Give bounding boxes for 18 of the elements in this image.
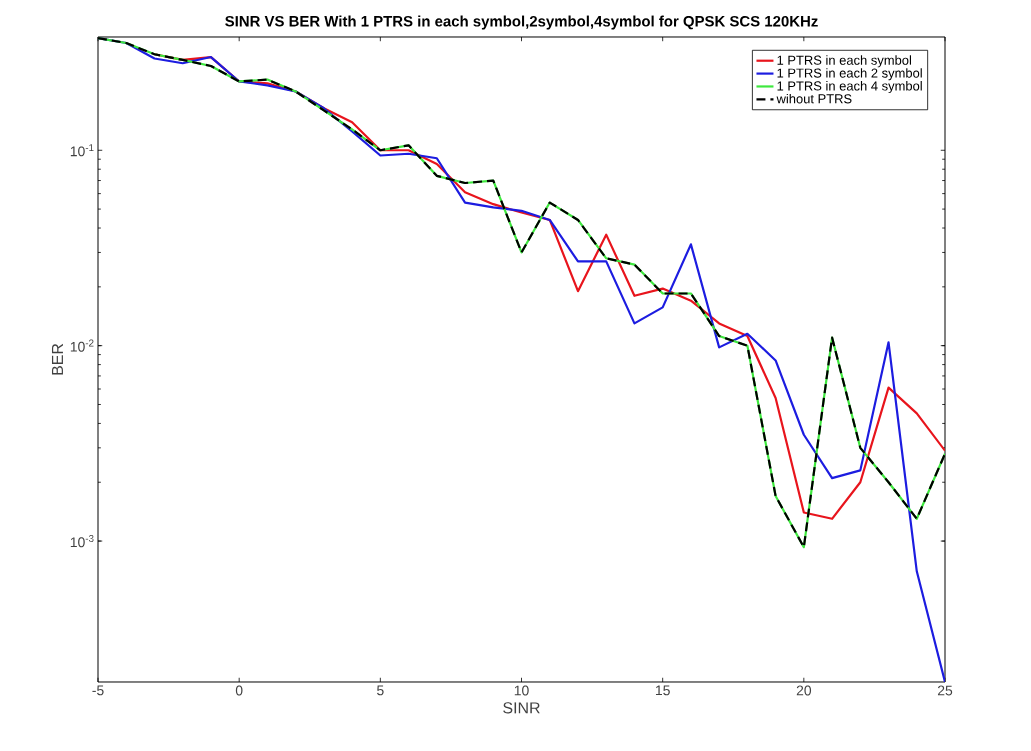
x-tick-label: 10	[514, 685, 529, 696]
chart-title: SINR VS BER With 1 PTRS in each symbol,2symbol,4symbol for QPSK SCS 120KHz	[225, 15, 818, 30]
legend-label: wihout PTRS	[776, 93, 852, 104]
y-tick-label: 10$^{-3}$	[70, 534, 94, 548]
x-tick-label: 0	[235, 685, 243, 696]
line-series	[98, 37, 946, 682]
x-tick-label: -5	[92, 685, 104, 696]
legend-label: 1 PTRS in each 2 symbol	[777, 68, 922, 81]
legend-label: 1 PTRS in each 4 symbol	[777, 81, 922, 94]
y-axis-title: BER	[51, 343, 63, 375]
legend-label: 1 PTRS in each symbol	[777, 55, 911, 68]
y-tick-label: 10$^{-1}$	[70, 144, 94, 157]
y-tick-label: 10$^{-2}$	[70, 339, 94, 352]
x-axis-title: SINR	[503, 702, 540, 714]
x-tick-label: 15	[655, 685, 670, 696]
x-tick-label: 25	[937, 685, 953, 696]
x-tick-label: 5	[377, 685, 384, 696]
x-tick-label: 20	[796, 685, 812, 696]
